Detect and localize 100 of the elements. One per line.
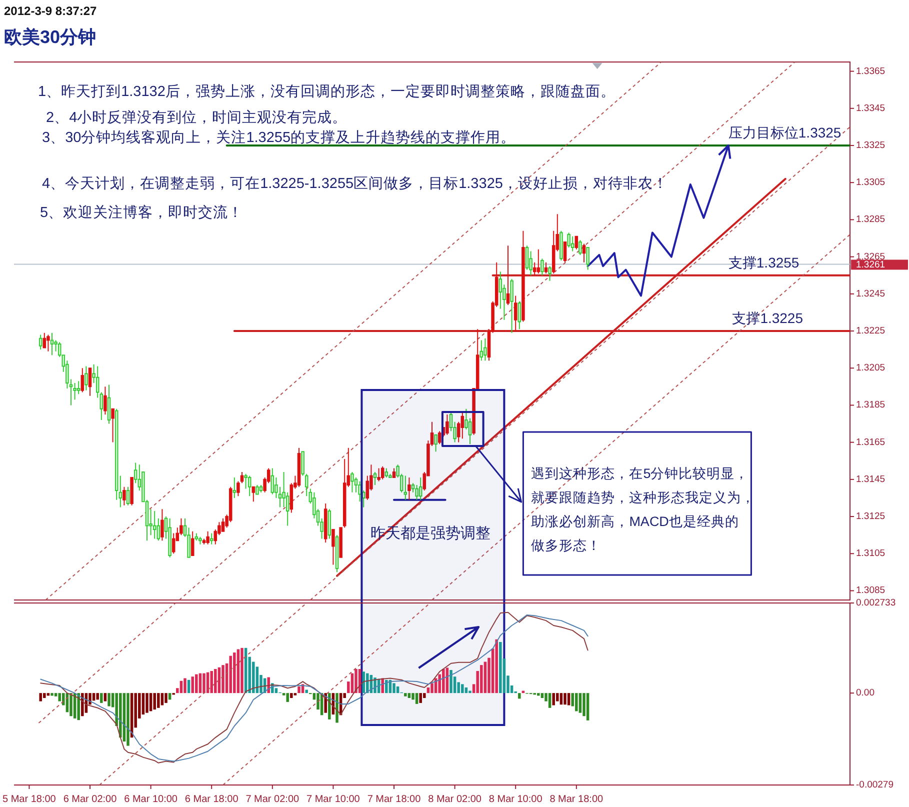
bar <box>495 639 498 694</box>
bar <box>142 693 145 714</box>
y-tick-label: 0.002733 <box>856 598 896 608</box>
bar <box>350 673 354 694</box>
annotation: 支撑1.3225 <box>732 310 804 326</box>
ref-line-label: 1.3261 <box>856 260 886 271</box>
bar <box>298 686 300 694</box>
bar <box>385 680 388 694</box>
candlestick <box>152 510 156 540</box>
bar <box>567 693 570 706</box>
bar <box>560 693 563 705</box>
x-tick-label: 8 Mar 10:00 <box>488 794 543 805</box>
y-tick-label: 1.3345 <box>856 102 886 114</box>
bar <box>354 669 358 694</box>
candlestick <box>567 232 570 248</box>
bar <box>149 693 152 712</box>
candlestick <box>84 366 88 391</box>
bar <box>586 693 590 720</box>
bar <box>564 693 566 705</box>
candlestick <box>80 368 84 393</box>
bar <box>236 649 240 694</box>
annotation: 1、昨天打到1.3132后，强势上涨，没有回调的形态，一定要即时调整策略，跟随盘面。 <box>38 83 616 100</box>
bar <box>286 693 289 702</box>
candlestick <box>446 414 449 436</box>
x-tick-label: 7 Mar 10:00 <box>306 794 360 805</box>
candlestick <box>574 236 578 250</box>
candlestick <box>38 334 42 350</box>
bar <box>556 693 559 702</box>
band-label: 昨天都是强势调整 <box>370 525 491 542</box>
candlestick <box>514 295 518 332</box>
x-tick-label: 7 Mar 02:00 <box>246 794 300 805</box>
x-tick-label: 8 Mar 18:00 <box>550 794 604 805</box>
candlestick <box>548 266 552 282</box>
y-tick-label: 0.00 <box>856 688 874 699</box>
bar <box>77 693 80 720</box>
bar <box>96 693 99 700</box>
candlestick <box>221 518 225 532</box>
candlestick <box>256 484 259 495</box>
y-tick-label: 1.3325 <box>856 140 886 151</box>
bar <box>168 693 172 700</box>
bar <box>233 652 236 694</box>
candlestick <box>350 471 354 493</box>
bar <box>578 693 582 713</box>
bar <box>202 673 206 694</box>
candlestick <box>578 240 582 256</box>
bar <box>222 665 224 694</box>
bar <box>229 656 232 694</box>
candlestick <box>536 248 540 274</box>
candlestick <box>210 532 214 545</box>
bar <box>328 693 331 720</box>
candlestick <box>434 434 438 452</box>
candlestick <box>392 468 396 478</box>
candlestick <box>324 503 328 543</box>
candlestick <box>373 471 377 486</box>
bar <box>404 693 407 696</box>
candlestick <box>194 532 198 542</box>
bar <box>552 693 555 706</box>
candlestick <box>114 408 118 500</box>
candlestick <box>408 477 411 500</box>
candlestick <box>126 486 130 506</box>
candlestick <box>259 484 263 493</box>
bar <box>426 687 430 694</box>
bar <box>362 672 365 694</box>
y-tick-label: 1.3185 <box>856 400 886 411</box>
bar <box>480 665 483 694</box>
bar <box>575 693 578 712</box>
x-tick-label: 6 Mar 02:00 <box>63 794 118 805</box>
y-tick-label: -0.00279 <box>856 780 894 790</box>
candlestick <box>270 468 274 495</box>
candlestick <box>563 241 567 263</box>
chart-title: 欧美30分钟 <box>4 27 96 47</box>
y-tick-label: 1.3085 <box>856 585 886 596</box>
candlestick <box>168 518 172 558</box>
y-tick-label: 1.3365 <box>856 66 886 77</box>
y-tick-label: 1.3145 <box>856 474 886 485</box>
x-tick-label: 6 Mar 10:00 <box>124 794 178 805</box>
candlestick <box>332 529 335 566</box>
bar <box>164 693 168 703</box>
candlestick <box>460 412 464 440</box>
bar <box>484 662 487 694</box>
bar <box>104 693 107 702</box>
y-tick-label: 1.3305 <box>856 177 886 188</box>
bar <box>408 693 411 698</box>
candlestick <box>252 486 256 502</box>
candlestick <box>46 334 50 352</box>
y-tick-label: 1.3225 <box>856 326 886 336</box>
bar <box>548 693 552 708</box>
x-tick-label: 5 Mar 18:00 <box>2 794 56 805</box>
bar <box>415 693 418 704</box>
bar <box>108 693 110 706</box>
candlestick <box>206 530 210 545</box>
bar <box>461 684 464 694</box>
candlestick <box>248 475 252 497</box>
candlestick <box>50 332 54 356</box>
candlestick <box>42 332 46 348</box>
candlestick <box>377 468 380 482</box>
bar <box>184 678 186 694</box>
bar <box>153 693 156 710</box>
bar <box>464 687 468 694</box>
candlestick <box>335 534 339 573</box>
